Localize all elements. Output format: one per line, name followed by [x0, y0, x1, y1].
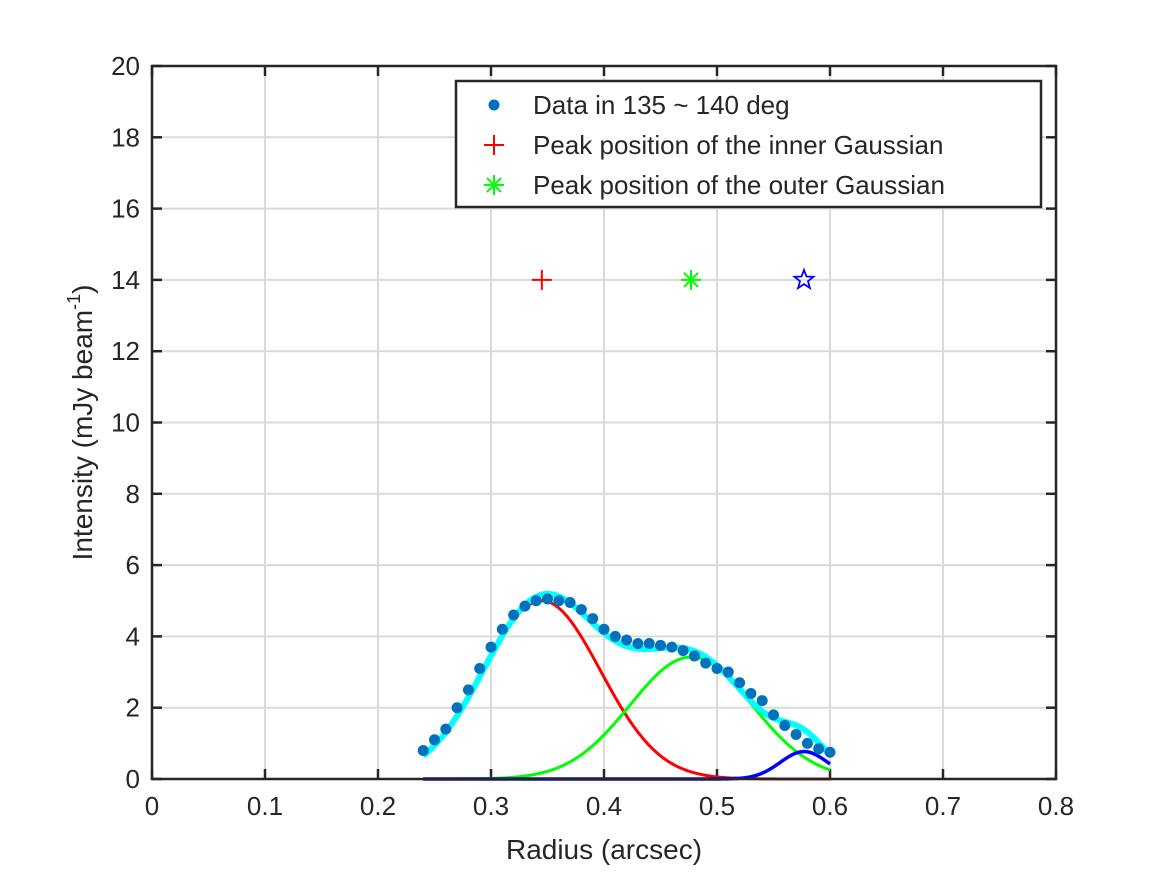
x-tick-label: 0.8: [1038, 791, 1074, 821]
y-tick-label: 12: [111, 336, 140, 366]
y-tick-label: 2: [126, 693, 140, 723]
data-point: [598, 623, 610, 635]
data-point: [462, 684, 474, 696]
data-point: [643, 638, 655, 650]
legend-label: Peak position of the inner Gaussian: [533, 130, 943, 160]
data-point: [575, 604, 587, 616]
data-point: [632, 638, 644, 650]
data-point: [790, 728, 802, 740]
data-point: [530, 595, 542, 607]
x-tick-label: 0.3: [473, 791, 509, 821]
legend-entries: Data in 135 ~ 140 deg Peak position of th…: [484, 90, 945, 200]
data-point: [553, 595, 565, 607]
data-point: [711, 662, 723, 674]
peak-markers: [531, 267, 816, 291]
data-point: [440, 723, 452, 735]
y-axis-label-superscript: -1: [64, 294, 84, 310]
y-tick-label: 16: [111, 194, 140, 224]
data-point: [655, 639, 666, 651]
legend-marker-dot: [488, 99, 500, 111]
data-point: [677, 645, 689, 657]
legend-label: Peak position of the outer Gaussian: [533, 170, 945, 200]
data-point: [688, 650, 700, 662]
total-fit-curve: [421, 590, 833, 759]
data-point: [587, 613, 599, 625]
y-tick-label: 10: [111, 408, 140, 438]
data-point: [519, 600, 531, 612]
x-tick-label: 0.4: [586, 791, 622, 821]
legend-box: [454, 79, 1043, 209]
legend-label: Data in 135 ~ 140 deg: [533, 90, 790, 120]
y-axis-label-close: ): [67, 285, 98, 294]
y-tick-label: 8: [126, 479, 140, 509]
data-point: [564, 597, 576, 609]
peak-marker-inner: [531, 269, 552, 290]
data-point: [813, 743, 825, 755]
tick-labels: 0 0.1 0.2 0.3 0.4 0.5 0.6 0.7 0.8 0 2 4 6 8 10 12 14 16 18…: [111, 51, 1074, 821]
data-point: [485, 641, 497, 653]
x-tick-label: 0.5: [699, 791, 735, 821]
data-point: [756, 695, 768, 707]
data-point: [768, 709, 779, 721]
x-tick-label: 0: [145, 791, 159, 821]
data-point: [429, 734, 440, 746]
data-point: [609, 630, 621, 642]
peak-marker-outer: [681, 269, 702, 290]
legend-marker-plus: [484, 135, 504, 155]
data-point: [700, 657, 712, 669]
data-point: [474, 662, 486, 674]
y-tick-label: 6: [126, 550, 140, 580]
data-points: [417, 593, 836, 758]
data-point: [779, 720, 791, 732]
x-tick-label: 0.7: [925, 791, 961, 821]
x-tick-label: 0.2: [360, 791, 396, 821]
legend: Data in 135 ~ 140 deg Peak position of th…: [454, 79, 1043, 209]
data-point: [722, 666, 734, 678]
data-point: [801, 737, 813, 749]
data-point: [621, 634, 633, 646]
data-point: [496, 623, 508, 635]
data-point: [734, 677, 746, 689]
y-tick-label: 14: [111, 265, 140, 295]
peak-marker-third: [792, 267, 816, 291]
data-point: [824, 746, 836, 758]
y-axis-label: Intensity (mJy beam-1): [64, 285, 98, 561]
axes-box: [150, 64, 1058, 781]
legend-marker-asterisk-stroke: [486, 177, 502, 193]
x-tick-label: 0.1: [247, 791, 283, 821]
y-tick-label: 4: [126, 621, 140, 651]
legend-marker-asterisk: [484, 175, 504, 195]
x-tick-label: 0.6: [812, 791, 848, 821]
data-point: [508, 609, 520, 621]
peak-marker-outer-stroke: [683, 272, 699, 288]
data-point: [417, 744, 429, 756]
y-tick-label: 0: [126, 764, 140, 794]
y-axis-label-main: Intensity (mJy beam: [67, 310, 98, 561]
x-axis-label: Radius (arcsec): [506, 834, 702, 865]
data-point: [745, 687, 757, 699]
data-point: [666, 641, 678, 653]
data-point: [451, 702, 463, 714]
data-point: [542, 593, 553, 605]
y-tick-label: 18: [111, 122, 140, 152]
y-tick-label: 20: [111, 51, 140, 81]
